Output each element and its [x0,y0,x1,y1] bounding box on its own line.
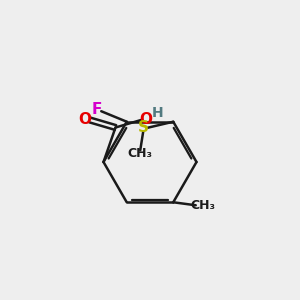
Text: S: S [138,120,149,135]
Text: F: F [92,102,102,117]
Text: CH₃: CH₃ [191,199,216,212]
Text: CH₃: CH₃ [128,147,153,160]
Text: O: O [139,112,152,127]
Text: O: O [78,112,91,127]
Text: H: H [152,106,163,120]
